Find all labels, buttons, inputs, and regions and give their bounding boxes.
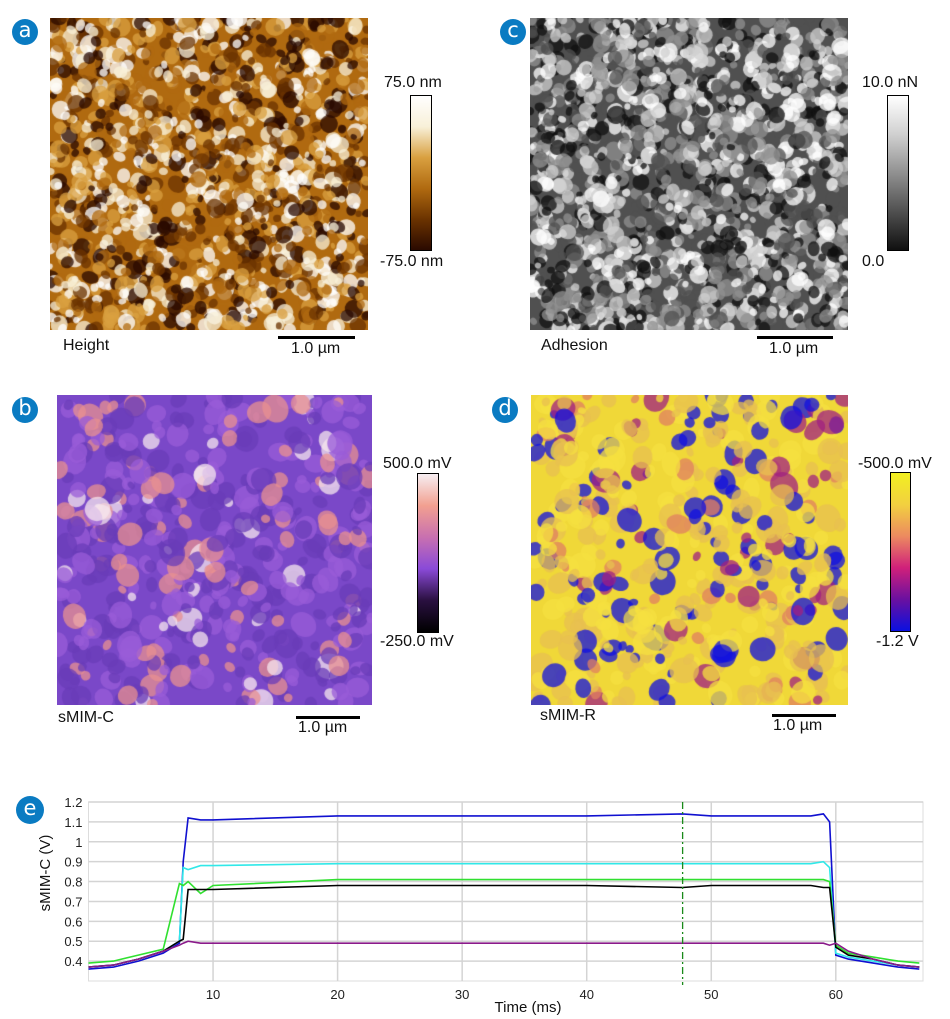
y-tick-label: 1 — [75, 835, 82, 850]
x-tick-label: 20 — [330, 987, 344, 1002]
channel-label: sMIM-R — [540, 707, 596, 724]
colorbar-max-label: 75.0 nm — [384, 74, 442, 91]
scale-bar-label: 1.0 µm — [298, 719, 348, 736]
colorbar-max-label: -500.0 mV — [858, 455, 932, 472]
height-map-image — [50, 18, 368, 330]
y-tick-label: 0.4 — [64, 954, 82, 969]
x-axis-label: Time (ms) — [495, 999, 562, 1016]
channel-label: Height — [63, 337, 110, 354]
x-tick-label: 40 — [579, 987, 593, 1002]
y-tick-label: 0.6 — [64, 914, 82, 929]
scale-bar-label: 1.0 µm — [773, 717, 823, 734]
y-axis-label: sMIM-C (V) — [37, 835, 54, 912]
scale-bar — [278, 336, 355, 339]
smim-r-map-image — [531, 395, 848, 705]
channel-label: Adhesion — [541, 337, 608, 354]
y-tick-label: 1.1 — [64, 815, 82, 830]
channel-label: sMIM-C — [58, 709, 114, 726]
scale-bar-label: 1.0 µm — [769, 340, 819, 357]
y-tick-label: 0.8 — [64, 875, 82, 890]
colorbar-max-label: 500.0 mV — [383, 455, 452, 472]
y-tick-label: 0.7 — [64, 894, 82, 909]
scale-bar — [757, 336, 833, 339]
adhesion-colorbar — [887, 95, 909, 251]
smim-c-colorbar — [417, 473, 439, 633]
scale-bar — [296, 716, 360, 719]
height-colorbar — [410, 95, 432, 251]
scale-bar — [772, 714, 836, 717]
panel-e-badge: e — [16, 796, 44, 824]
colorbar-min-label: -75.0 nm — [380, 253, 444, 270]
panel-b-badge: b — [12, 397, 38, 423]
x-tick-label: 50 — [704, 987, 718, 1002]
adhesion-map-image — [530, 18, 848, 330]
smim-c-map-image — [57, 395, 372, 705]
panel-d-badge: d — [492, 397, 518, 423]
x-tick-label: 10 — [206, 987, 220, 1002]
x-tick-label: 30 — [455, 987, 469, 1002]
panel-c-badge: c — [500, 19, 526, 45]
smim-r-colorbar — [890, 472, 911, 632]
y-tick-label: 1.2 — [64, 795, 82, 810]
series-line-4 — [88, 884, 920, 968]
y-tick-label: 0.9 — [64, 855, 82, 870]
y-tick-label: 0.5 — [64, 934, 82, 949]
colorbar-min-label: -250.0 mV — [380, 633, 454, 650]
series-line-3 — [88, 878, 920, 964]
colorbar-max-label: 10.0 nN — [862, 74, 919, 91]
scale-bar-label: 1.0 µm — [291, 340, 341, 357]
x-tick-label: 60 — [829, 987, 843, 1002]
panel-a-badge: a — [12, 19, 38, 45]
smim-c-time-chart: 0.4 0.5 0.6 0.7 0.8 0.9 1 1.1 1.2 10 20 30 40 50 60 sM… — [37, 795, 924, 1016]
colorbar-min-label: -1.2 V — [876, 633, 919, 650]
series-line-5 — [88, 940, 920, 968]
colorbar-min-label: 0.0 — [862, 253, 885, 270]
